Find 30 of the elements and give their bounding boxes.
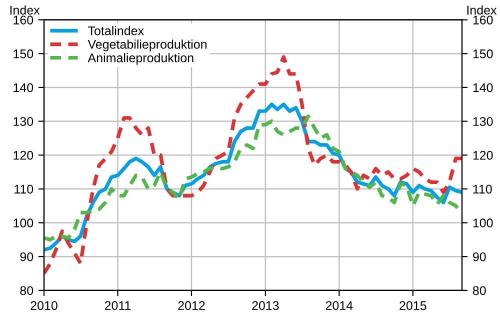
y-tick-label: 130 <box>14 117 34 126</box>
legend-label: Totalindex <box>88 26 144 36</box>
y-tick-label: 140 <box>14 83 34 92</box>
y2-tick-label: 100 <box>473 218 493 228</box>
y-tick-label: 100 <box>14 218 34 228</box>
y-tick-label: 80 <box>20 286 34 296</box>
y2-axis-title: Index <box>467 5 497 15</box>
y2-tick-label: 140 <box>473 83 493 92</box>
y-tick-label: 160 <box>14 16 34 24</box>
x-tick-label: 2010 <box>30 301 58 310</box>
y2-tick-label: 130 <box>473 117 493 126</box>
y-axis-title: Index <box>10 5 40 15</box>
legend-label: Animalieproduktion <box>88 53 194 65</box>
y2-tick-label: 110 <box>473 184 492 194</box>
y-tick-label: 150 <box>14 49 34 58</box>
y-tick-label: 110 <box>14 184 34 194</box>
line-series <box>44 55 462 276</box>
x-tick-label: 2012 <box>178 301 205 310</box>
y2-tick-label: 80 <box>472 286 486 296</box>
y2-tick-label: 120 <box>473 150 493 160</box>
x-tick-label: 2011 <box>104 301 131 310</box>
y-tick-label: 90 <box>20 252 34 262</box>
x-tick-label: 2013 <box>252 301 279 310</box>
y2-tick-label: 150 <box>473 49 493 58</box>
y-tick-label: 120 <box>14 150 34 160</box>
legend-label: Vegetabilieproduktion <box>88 40 206 52</box>
x-tick-label: 2014 <box>326 301 353 310</box>
y2-tick-label: 160 <box>473 16 493 24</box>
y2-tick-label: 90 <box>473 252 486 262</box>
x-tick-label: 2015 <box>400 301 426 310</box>
